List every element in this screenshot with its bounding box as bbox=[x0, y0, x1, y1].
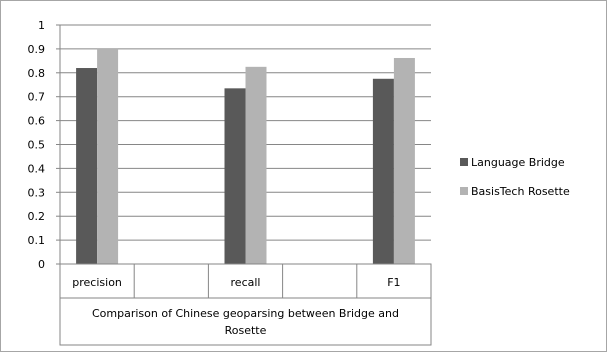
y-tick-label: 0 bbox=[38, 258, 45, 271]
category-table-border bbox=[59, 263, 432, 346]
bar-language-bridge-precision bbox=[76, 68, 98, 265]
x-axis-title: Comparison of Chinese geoparsing between… bbox=[92, 307, 399, 337]
y-tick-label: 0.3 bbox=[28, 186, 46, 199]
y-tick-label: 0.7 bbox=[28, 91, 46, 104]
bar-basistech-rosette-precision bbox=[97, 48, 119, 265]
legend-swatch-basistech-rosette bbox=[460, 187, 468, 195]
category-label: recall bbox=[231, 276, 261, 289]
y-tick-label: 0.5 bbox=[28, 139, 46, 152]
category-label: F1 bbox=[387, 276, 400, 289]
bar-language-bridge-recall bbox=[224, 88, 246, 265]
bar-language-bridge-f1 bbox=[372, 78, 394, 265]
category-labels: precision recall F1 bbox=[72, 276, 400, 289]
y-tick-label: 0.9 bbox=[28, 43, 46, 56]
bar-basistech-rosette-recall bbox=[245, 66, 267, 264]
y-tick-label: 0.8 bbox=[28, 67, 46, 80]
legend: Language Bridge BasisTech Rosette bbox=[460, 156, 570, 198]
category-table bbox=[59, 263, 432, 346]
y-tick-label: 0.4 bbox=[28, 162, 46, 175]
x-axis-title-line-2: Rosette bbox=[225, 324, 267, 337]
y-tick-label: 0.1 bbox=[28, 234, 46, 247]
legend-label-basistech-rosette: BasisTech Rosette bbox=[471, 185, 570, 198]
category-label: precision bbox=[72, 276, 122, 289]
legend-label-language-bridge: Language Bridge bbox=[471, 156, 565, 169]
legend-swatch-language-bridge bbox=[460, 158, 468, 166]
bars bbox=[76, 48, 415, 265]
y-tick-label: 0.2 bbox=[28, 210, 46, 223]
bar-basistech-rosette-f1 bbox=[393, 57, 415, 265]
x-axis-title-line-1: Comparison of Chinese geoparsing between… bbox=[92, 307, 399, 320]
y-tick-label: 1 bbox=[38, 19, 45, 32]
y-tick-label: 0.6 bbox=[28, 115, 46, 128]
y-tick-labels: 0 0.1 0.2 0.3 0.4 0.5 0.6 0.7 0.8 0.9 1 bbox=[28, 19, 60, 271]
